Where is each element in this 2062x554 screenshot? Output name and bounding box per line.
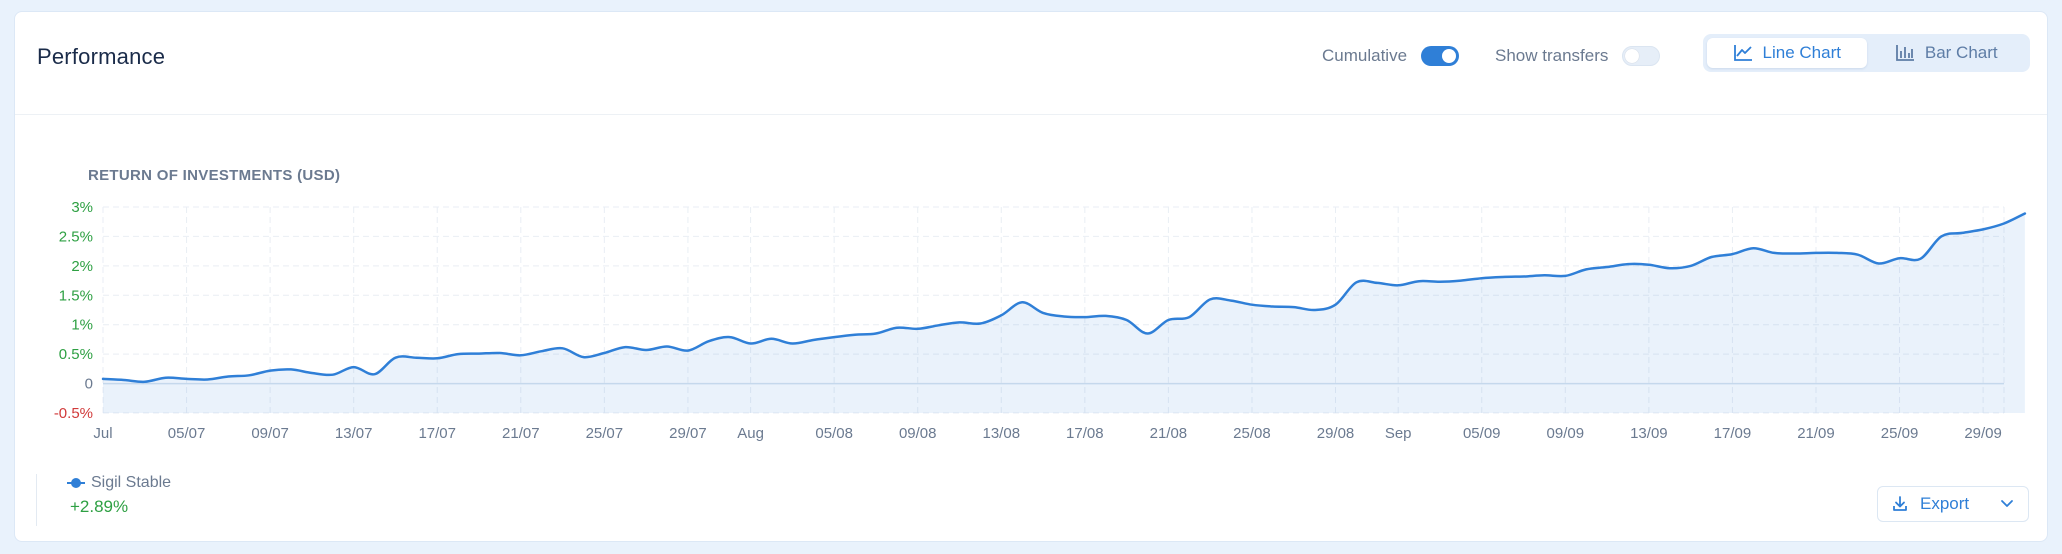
x-tick-label: 25/09 [1881,425,1919,442]
show-transfers-switch[interactable] [1622,46,1661,66]
x-tick-label: 13/08 [983,425,1021,442]
download-icon [1893,496,1907,511]
bar-chart-label: Bar Chart [1924,43,1998,62]
y-tick-label: 0.5% [59,346,93,363]
line-chart-label: Line Chart [1762,43,1841,62]
series-line[interactable] [101,212,2027,384]
x-tick-label: 09/08 [899,425,937,442]
chart-type-switcher: Line Chart Bar Chart [1703,34,2030,72]
show-transfers-label: Show transfers [1495,46,1609,65]
x-tick-label: 21/08 [1150,425,1188,442]
legend-item-sigil-stable[interactable]: Sigil Stable [67,474,171,492]
performance-card: Performance Cumulative Show transfers Li… [14,11,2048,542]
x-tick-label: 29/07 [669,425,707,442]
x-tick-label: 13/09 [1630,425,1668,442]
x-tick-label: 21/09 [1797,425,1835,442]
y-tick-label: 0 [85,376,93,393]
y-tick-label: 3% [71,199,93,216]
x-tick-label: 09/07 [251,425,289,442]
card-header: Performance Cumulative Show transfers Li… [15,12,2047,115]
x-tick-label: Sep [1385,425,1412,442]
chevron-down-icon [2001,500,2013,507]
x-tick-label: Aug [737,425,764,442]
y-tick-label: 1% [71,317,93,334]
y-tick-label: -0.5% [54,405,93,422]
x-tick-label: 05/09 [1463,425,1501,442]
bar-chart-icon [1895,45,1914,61]
bar-chart-button[interactable]: Bar Chart [1867,38,2027,68]
x-tick-label: 25/08 [1233,425,1271,442]
switch-knob [1442,49,1457,63]
chart-grid [102,206,2005,414]
x-tick-label: 17/08 [1066,425,1104,442]
x-tick-label: 17/09 [1714,425,1752,442]
y-tick-label: 2% [71,258,93,275]
x-tick-label: 05/07 [168,425,206,442]
chart-area-fill [103,213,2025,413]
x-tick-label: 05/08 [815,425,853,442]
cumulative-label: Cumulative [1322,46,1408,65]
page-title: Performance [37,44,166,69]
chart-line-layer [101,212,2027,384]
chart-title: RETURN OF INVESTMENTS (USD) [88,167,341,184]
line-chart-button[interactable]: Line Chart [1707,38,1867,68]
cumulative-switch[interactable] [1421,46,1460,66]
export-label: Export [1920,494,1970,513]
x-tick-label: 29/09 [1964,425,2002,442]
x-axis-ticks: Jul 05/07 09/07 13/07 17/07 21/07 25/07 29/07 Au… [93,425,2001,442]
x-tick-label: 09/09 [1547,425,1585,442]
x-tick-label: 13/07 [335,425,373,442]
x-tick-label: Jul [93,425,112,442]
transfers-toggle-group: Show transfers [1495,46,1661,66]
legend-marker-icon [67,477,85,489]
x-tick-label: 21/07 [502,425,540,442]
line-chart-icon [1733,45,1752,61]
switch-knob [1625,49,1640,63]
y-axis-ticks: -0.5% 0 0.5% 1% 1.5% 2% 2.5% 3% [54,199,93,422]
y-tick-label: 1.5% [59,287,93,304]
cumulative-toggle-group: Cumulative [1322,46,1460,66]
y-tick-label: 2.5% [59,228,93,245]
x-tick-label: 25/07 [586,425,624,442]
legend-series-value: +2.89% [70,497,129,516]
series-area [103,213,2025,413]
x-tick-label: 17/07 [418,425,456,442]
x-tick-label: 29/08 [1317,425,1355,442]
legend-series-name: Sigil Stable [91,474,172,491]
chart-legend: Sigil Stable +2.89% [36,474,171,526]
export-button[interactable]: Export [1877,486,2029,522]
